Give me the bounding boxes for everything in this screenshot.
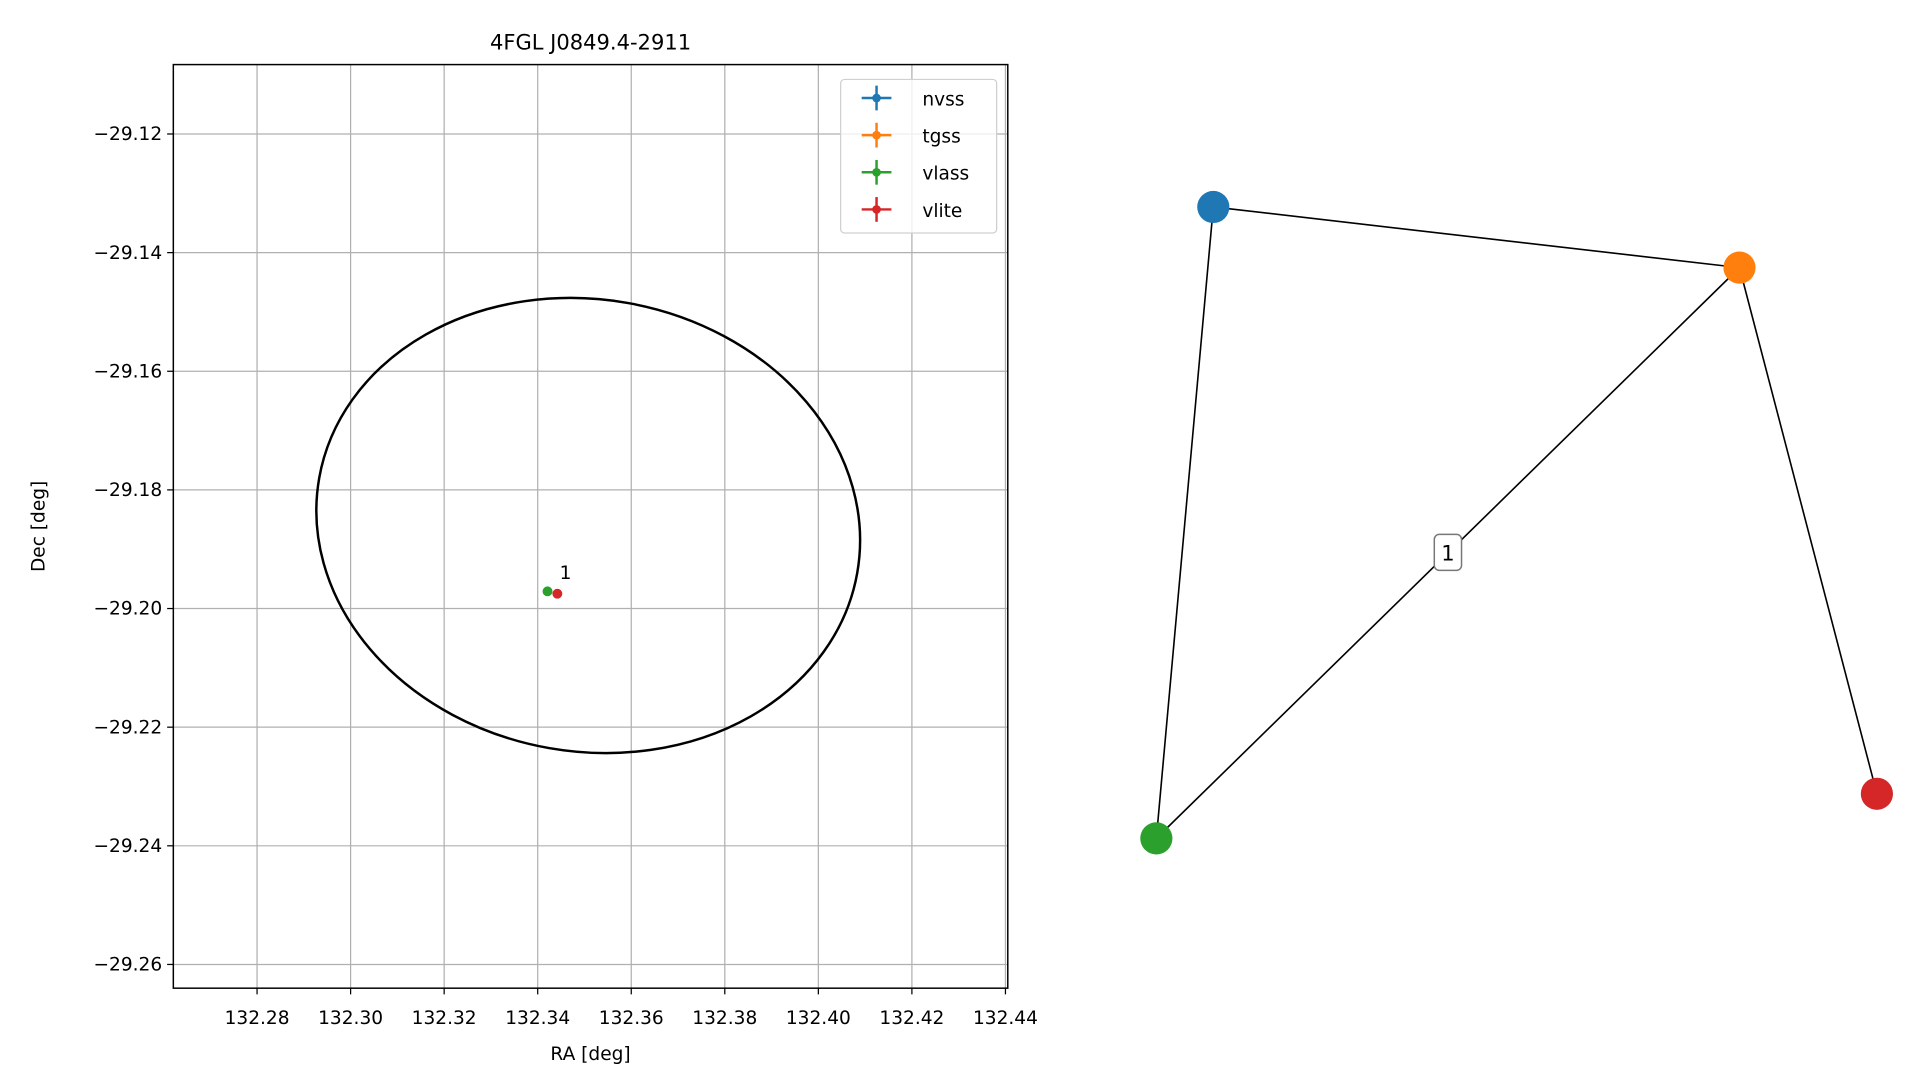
x-tick-label: 132.40 xyxy=(786,1008,851,1029)
edge-label-box xyxy=(1433,533,1463,572)
graph-node xyxy=(1197,190,1230,224)
legend-marker xyxy=(872,205,881,214)
y-tick-label: −29.22 xyxy=(93,717,162,738)
graph-node xyxy=(1723,251,1756,284)
x-axis-label: RA [deg] xyxy=(550,1044,630,1065)
x-tick-label: 132.38 xyxy=(692,1008,757,1029)
x-tick-label: 132.36 xyxy=(599,1008,664,1029)
legend-label: tgss xyxy=(922,127,960,148)
annotation: 1 xyxy=(560,563,572,584)
edge-label: 1 xyxy=(1441,540,1454,565)
x-tick-label: 132.42 xyxy=(879,1008,944,1029)
legend-marker xyxy=(872,167,881,177)
x-tick-label: 132.34 xyxy=(505,1008,570,1029)
graph-panel: 1 xyxy=(1140,190,1894,855)
plot-frame xyxy=(172,63,1009,989)
y-tick-label: −29.26 xyxy=(93,955,162,976)
x-tick-label: 132.28 xyxy=(225,1008,290,1029)
graph-edge xyxy=(1155,206,1215,839)
graph-node xyxy=(1140,822,1173,855)
legend-label: vlass xyxy=(922,164,969,185)
y-tick-label: −29.16 xyxy=(93,361,162,382)
data-point xyxy=(552,588,563,599)
graph-edge xyxy=(1738,267,1878,795)
graph-node xyxy=(1860,777,1894,810)
x-tick-label: 132.30 xyxy=(318,1008,383,1029)
x-tick-label: 132.32 xyxy=(412,1008,477,1029)
y-axis-label: Dec [deg] xyxy=(29,481,50,572)
legend-marker xyxy=(872,93,881,103)
chart-title: 4FGL J0849.4-2911 xyxy=(490,30,691,55)
legend-box xyxy=(840,78,998,234)
legend-marker xyxy=(872,130,881,140)
data-point xyxy=(542,586,553,597)
y-tick-label: −29.20 xyxy=(93,599,162,620)
x-tick-label: 132.44 xyxy=(973,1008,1038,1029)
legend-label: vlite xyxy=(922,201,962,222)
y-tick-label: −29.12 xyxy=(93,124,162,145)
scatter-panel: 4FGL J0849.4-2911 RA [deg] Dec [deg] 132… xyxy=(29,30,1038,1065)
legend-label: nvss xyxy=(922,89,964,110)
graph-edge xyxy=(1213,206,1740,269)
y-tick-label: −29.14 xyxy=(93,243,162,264)
error-ellipse xyxy=(315,296,862,755)
y-tick-label: −29.24 xyxy=(93,836,162,857)
y-tick-label: −29.18 xyxy=(93,480,162,501)
